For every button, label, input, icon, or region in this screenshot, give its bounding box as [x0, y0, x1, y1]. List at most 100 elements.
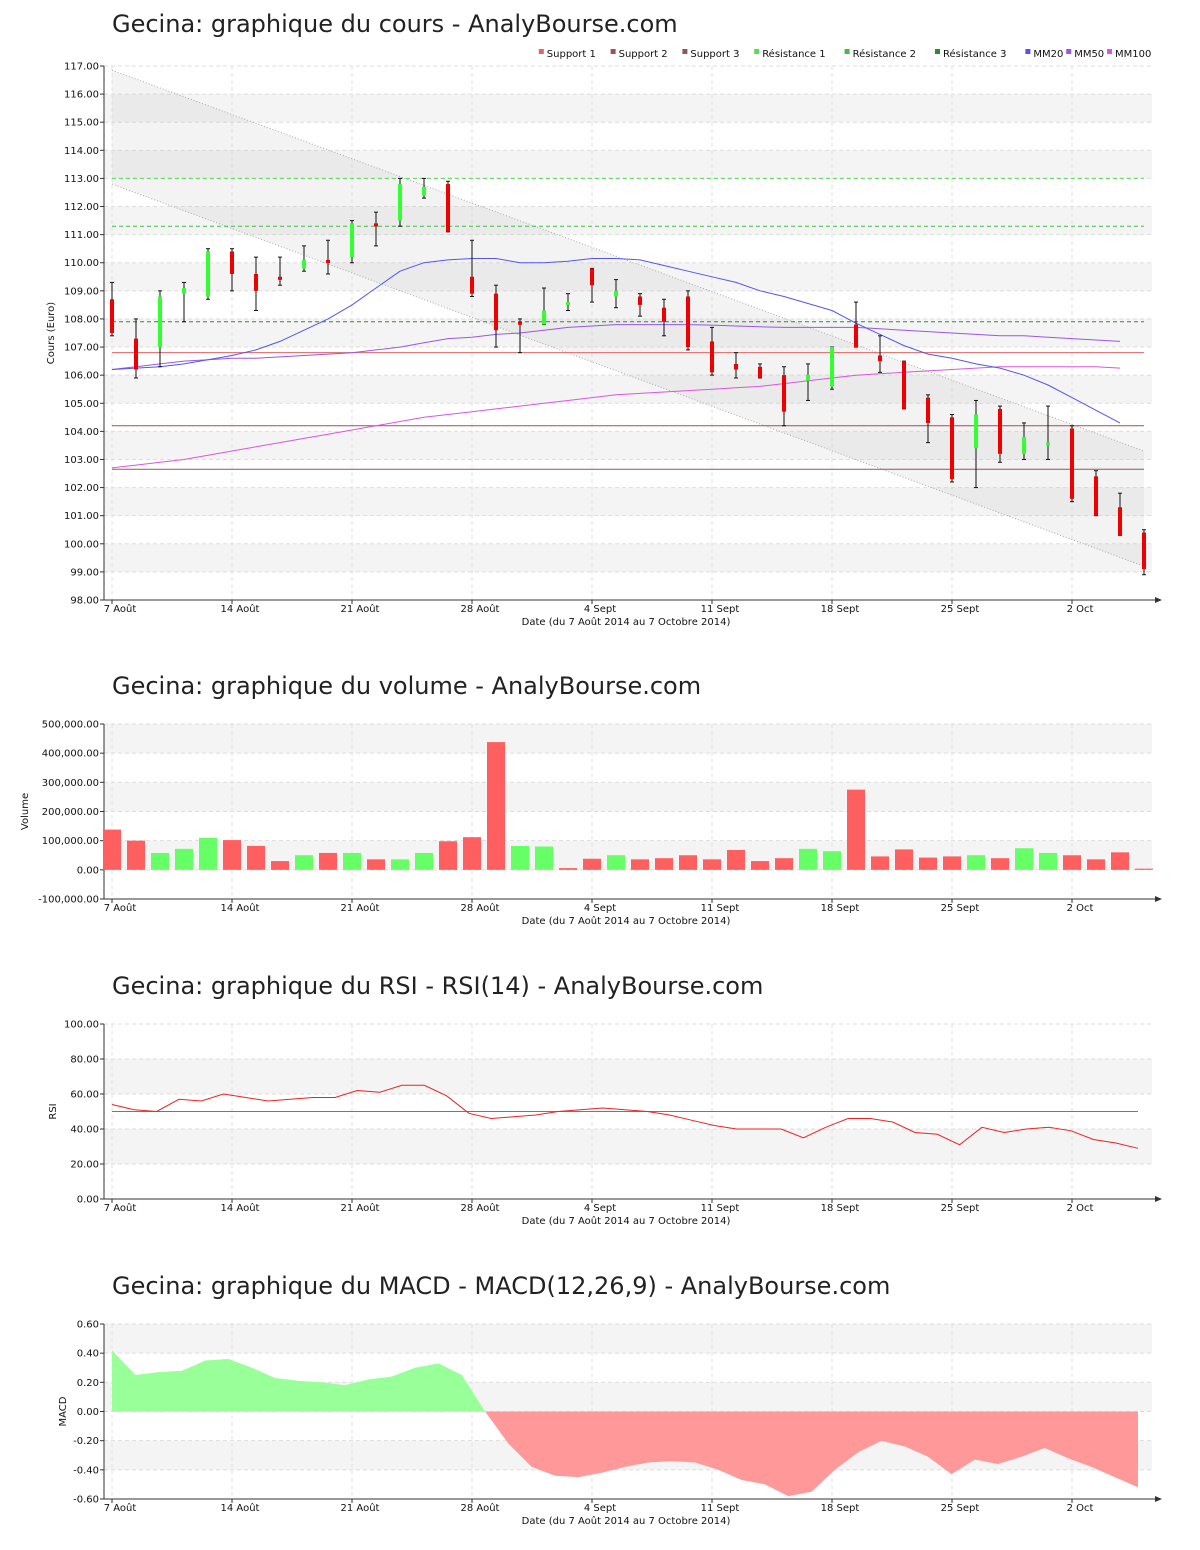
legend-label: Support 1: [547, 49, 596, 60]
volume-bar: [343, 852, 361, 870]
macd-panel: Gecina: graphique du MACD - MACD(12,26,9…: [0, 1260, 1200, 1540]
legend-swatch: [682, 49, 688, 54]
candle-body: [518, 321, 522, 325]
y-tick-label: 110.00: [64, 258, 99, 269]
x-tick-label: 21 Août: [341, 1502, 380, 1514]
y-tick-label: 0.00: [77, 1407, 99, 1418]
volume-bar: [703, 859, 721, 870]
legend-label: Résistance 2: [853, 48, 916, 60]
candle-body: [158, 296, 162, 348]
y-tick-label: 500,000.00: [42, 720, 99, 731]
rsi-chart-title: Gecina: graphique du RSI - RSI(14) - Ana…: [112, 972, 764, 1000]
x-tick-label: 11 Sept: [701, 903, 740, 914]
y-tick-label: 109.00: [64, 286, 99, 297]
candle-body: [254, 273, 258, 291]
candle-body: [1046, 442, 1050, 446]
rsi-panel: Gecina: graphique du RSI - RSI(14) - Ana…: [0, 960, 1200, 1240]
x-tick-label: 7 Août: [104, 902, 137, 914]
candle-body: [734, 363, 738, 370]
volume-chart-title: Gecina: graphique du volume - AnalyBours…: [112, 672, 702, 700]
candle-body: [638, 296, 642, 305]
x-tick-label: 28 Août: [461, 902, 500, 914]
legend-label: MM50: [1074, 49, 1104, 60]
mm100-line: [111, 366, 1121, 469]
x-axis-label: Date (du 7 Août 2014 au 7 Octobre 2014): [522, 1515, 731, 1527]
x-tick-label: 18 Sept: [821, 604, 860, 615]
grid-band: [104, 94, 1152, 123]
y-tick-label: 114.00: [64, 146, 99, 157]
x-axis-arrow: [1155, 1496, 1162, 1502]
volume-bar: [511, 845, 529, 870]
candle-body: [926, 397, 930, 423]
volume-bar: [679, 855, 697, 870]
y-tick-label: 101.00: [64, 511, 99, 522]
legend-swatch: [1025, 49, 1031, 54]
candle-body: [854, 324, 858, 348]
y-tick-label: 0.00: [77, 865, 99, 876]
volume-bar: [319, 852, 337, 870]
volume-bar: [391, 859, 409, 870]
volume-bar: [439, 841, 457, 870]
grid-band: [104, 543, 1152, 572]
y-tick-label: 107.00: [64, 343, 99, 354]
price-chart-title: Gecina: graphique du cours - AnalyBourse…: [112, 10, 678, 38]
x-tick-label: 2 Oct: [1067, 1503, 1094, 1514]
trend-channel-upper: [111, 69, 1145, 452]
candle-body: [230, 251, 234, 274]
rsi-line: [111, 1084, 1139, 1149]
y-tick-label: 100.00: [64, 1020, 99, 1031]
x-tick-label: 28 Août: [461, 1502, 500, 1514]
candle-body: [614, 290, 618, 297]
y-tick-label: 80.00: [70, 1055, 99, 1066]
candle-body: [206, 251, 210, 297]
candle-body: [1118, 507, 1122, 536]
y-tick-label: -0.20: [73, 1436, 99, 1447]
x-tick-label: 14 Août: [221, 1502, 260, 1514]
y-tick-label: 99.00: [70, 567, 99, 578]
x-tick-label: 25 Sept: [941, 604, 980, 615]
y-tick-label: -100,000.00: [38, 895, 99, 906]
y-tick-label: -0.40: [73, 1465, 99, 1476]
candle-body: [182, 288, 186, 294]
x-axis-arrow: [1155, 1196, 1162, 1202]
macd-area-positive: [112, 1350, 1138, 1412]
mm50-line: [111, 324, 1121, 370]
y-tick-label: 60.00: [70, 1090, 99, 1101]
volume-bar: [103, 829, 121, 870]
volume-bar: [607, 855, 625, 870]
grid-band: [104, 782, 1152, 812]
y-tick-label: -0.60: [73, 1495, 99, 1506]
y-tick-label: 113.00: [64, 174, 99, 185]
candle-body: [1022, 436, 1026, 454]
volume-bar: [799, 848, 817, 870]
x-tick-label: 18 Sept: [821, 903, 860, 914]
volume-bar: [151, 852, 169, 870]
candle-body: [302, 259, 306, 269]
x-tick-label: 21 Août: [341, 1202, 380, 1214]
y-tick-label: 105.00: [64, 399, 99, 410]
y-tick-label: 116.00: [64, 90, 99, 101]
y-tick-label: 100.00: [64, 539, 99, 550]
candle-body: [374, 223, 378, 227]
volume-bar: [775, 858, 793, 870]
candle-body: [998, 408, 1002, 454]
volume-bar: [583, 858, 601, 870]
candle-body: [830, 347, 834, 387]
legend-label: Résistance 1: [762, 48, 825, 60]
y-tick-label: 40.00: [70, 1125, 99, 1136]
y-tick-label: 200,000.00: [42, 807, 99, 818]
x-tick-label: 11 Sept: [701, 604, 740, 615]
legend-swatch: [1066, 49, 1072, 54]
legend-swatch: [610, 49, 616, 54]
candle-body: [134, 338, 138, 370]
candle-body: [326, 259, 330, 263]
legend-swatch: [935, 49, 940, 54]
candle-body: [758, 366, 762, 378]
trend-channel: [112, 70, 1144, 567]
candle-body: [398, 184, 402, 221]
x-tick-label: 4 Sept: [584, 1203, 616, 1214]
legend-label: MM20: [1033, 49, 1063, 60]
x-tick-label: 21 Août: [341, 902, 380, 914]
volume-bar: [1039, 852, 1057, 870]
candle-body: [974, 414, 978, 449]
